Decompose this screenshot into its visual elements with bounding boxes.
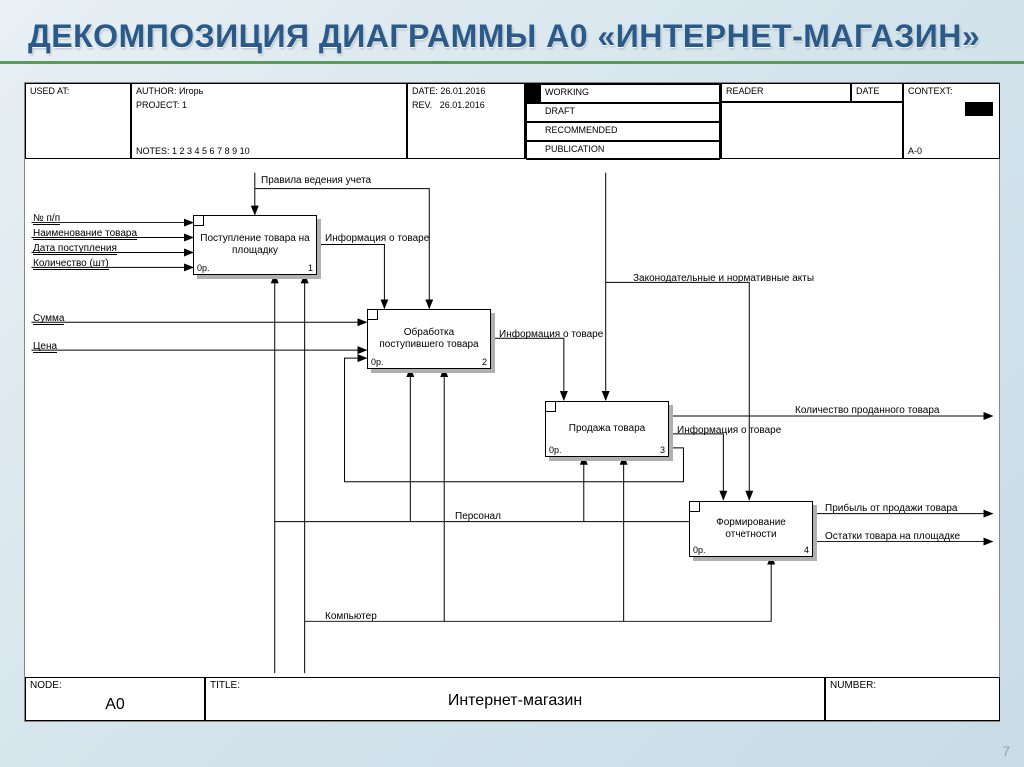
box3-bl: 0р. (549, 445, 562, 455)
box4-bl: 0р. (693, 545, 706, 555)
status-working: WORKING (540, 84, 720, 103)
footer-node: NODE: A0 (25, 677, 205, 721)
label-mech2: Компьютер (325, 611, 377, 622)
label-flow12: Информация о товаре (325, 233, 429, 244)
hdr-usedat: USED AT: (25, 83, 131, 159)
box1-bl: 0р. (197, 263, 210, 273)
author: Игорь (179, 86, 203, 96)
box2-title: Обработка поступившего товара (368, 327, 490, 351)
hdr-reader-body (721, 102, 903, 159)
hdr-author-block: AUTHOR: Игорь PROJECT: 1 NOTES: 1 2 3 4 … (131, 83, 407, 159)
box-3: Продажа товара 0р. 3 (545, 401, 669, 457)
hdr-status: WORKING DRAFT RECOMMENDED PUBLICATION (525, 83, 721, 159)
label-in1: № п/п (33, 213, 60, 225)
box3-title: Продажа товара (546, 423, 668, 435)
hdr-reader: READER (721, 83, 851, 102)
hdr-context: CONTEXT: A-0 (903, 83, 1000, 159)
date-label: DATE: (412, 86, 438, 96)
box1-title: Поступление товара на площадку (194, 233, 316, 257)
box3-br: 3 (660, 445, 665, 455)
box-2: Обработка поступившего товара 0р. 2 (367, 309, 491, 369)
rev-val: 26.01.2016 (440, 100, 485, 110)
project-label: PROJECT: (136, 100, 180, 110)
box4-title: Формирование отчетности (690, 517, 812, 541)
box-1: Поступление товара на площадку 0р. 1 (193, 215, 317, 275)
box2-bl: 0р. (371, 357, 384, 367)
wires (25, 83, 999, 721)
label-out3: Остатки товара на площадке (825, 531, 960, 542)
box-4: Формирование отчетности 0р. 4 (689, 501, 813, 557)
label-in5: Сумма (33, 313, 64, 325)
status-recommended: RECOMMENDED (526, 122, 720, 141)
label-flow34: Информация о товаре (677, 425, 781, 436)
footer-number: NUMBER: (825, 677, 1000, 721)
status-draft: DRAFT (526, 103, 720, 122)
box1-br: 1 (308, 263, 313, 273)
hdr-date2: DATE (851, 83, 903, 102)
label-out1: Количество проданного товара (795, 405, 939, 416)
page-number: 7 (1002, 743, 1010, 759)
label-ctrl1: Правила ведения учета (261, 175, 371, 186)
footer-title: TITLE: Интернет-магазин (205, 677, 825, 721)
box4-br: 4 (804, 545, 809, 555)
label-ctrl2: Законодательные и нормативные акты (633, 273, 814, 284)
rev-label: REV. (412, 100, 432, 110)
label-in2: Наименование товара (33, 228, 137, 240)
footer-node-val: A0 (26, 696, 204, 714)
label-out2: Прибыль от продажи товара (825, 503, 957, 514)
label-flow23: Информация о товаре (499, 329, 603, 340)
date-val: 26.01.2016 (440, 86, 485, 96)
notes: 1 2 3 4 5 6 7 8 9 10 (172, 146, 250, 156)
idef0-canvas: USED AT: AUTHOR: Игорь PROJECT: 1 NOTES:… (24, 82, 1000, 722)
box2-br: 2 (482, 357, 487, 367)
notes-label: NOTES: (136, 146, 170, 156)
footer-title-val: Интернет-магазин (206, 692, 824, 710)
context-node: A-0 (908, 146, 922, 156)
status-publication: PUBLICATION (526, 141, 720, 160)
author-label: AUTHOR: (136, 86, 177, 96)
project: 1 (182, 100, 187, 110)
hdr-date-block: DATE: 26.01.2016 REV. 26.01.2016 (407, 83, 525, 159)
slide-title: Декомпозиция диаграммы А0 «Интернет-мага… (0, 0, 1024, 64)
label-in6: Цена (33, 341, 57, 353)
label-in4: Количество (шт) (33, 258, 109, 270)
label-in3: Дата поступления (33, 243, 117, 255)
label-mech1: Персонал (455, 511, 501, 522)
